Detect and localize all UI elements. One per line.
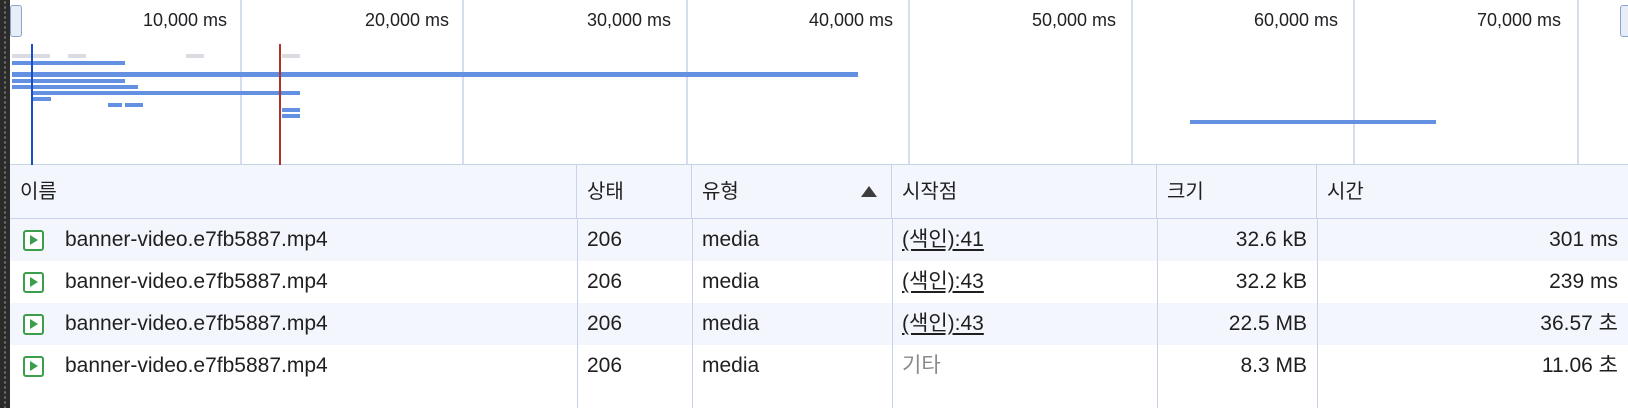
table-row[interactable]: banner-video.e7fb5887.mp4 206 media (색인)… — [10, 219, 1628, 261]
column-header-initiator[interactable]: 시작점 — [892, 165, 1157, 219]
column-header-size[interactable]: 크기 — [1157, 165, 1317, 219]
left-edge-strip — [0, 0, 10, 408]
request-name: banner-video.e7fb5887.mp4 — [65, 312, 328, 335]
tick-label: 30,000 ms — [586, 10, 671, 30]
request-time: 301 ms — [1549, 228, 1618, 251]
request-status: 206 — [587, 270, 623, 293]
table-row[interactable]: banner-video.e7fb5887.mp4 206 media (색인)… — [10, 303, 1628, 345]
request-size: 8.3 MB — [1240, 354, 1307, 377]
column-divider[interactable] — [1157, 219, 1158, 408]
waterfall-bar-pending — [186, 54, 204, 58]
request-time: 239 ms — [1549, 270, 1618, 293]
request-type: media — [702, 270, 760, 293]
request-time: 36.57 초 — [1540, 312, 1618, 335]
initiator-text: 기타 — [902, 354, 941, 377]
request-size: 32.2 kB — [1235, 270, 1307, 293]
tick-label: 40,000 ms — [808, 10, 893, 30]
column-divider[interactable] — [577, 219, 578, 408]
requests-table: 이름 상태 유형 시작점 크기 시간 banner-video.e7fb5887… — [10, 165, 1628, 408]
column-divider[interactable] — [892, 219, 893, 408]
request-type: media — [702, 354, 760, 377]
request-type: media — [702, 312, 760, 335]
waterfall-bar — [32, 97, 51, 101]
request-size: 32.6 kB — [1235, 228, 1307, 251]
column-header-type-label: 유형 — [702, 181, 739, 203]
waterfall-bar — [108, 103, 122, 107]
network-overview-timeline[interactable]: 10,000 ms 20,000 ms 30,000 ms 40,000 ms … — [10, 0, 1628, 165]
overview-range-end-handle[interactable] — [1620, 5, 1628, 37]
column-header-type[interactable]: 유형 — [692, 165, 892, 219]
request-time: 11.06 초 — [1541, 354, 1618, 377]
request-name: banner-video.e7fb5887.mp4 — [65, 228, 328, 251]
tick-label: 50,000 ms — [1031, 10, 1116, 30]
request-status: 206 — [587, 312, 623, 335]
initiator-link[interactable]: (색인):41 — [902, 228, 984, 251]
waterfall-bar — [282, 114, 300, 118]
waterfall-bar — [12, 85, 138, 89]
waterfall-bar — [12, 61, 125, 65]
request-size: 22.5 MB — [1228, 312, 1307, 335]
tick-label: 60,000 ms — [1253, 10, 1338, 30]
request-status: 206 — [587, 354, 623, 377]
column-header-name[interactable]: 이름 — [10, 165, 577, 219]
tick-label: 20,000 ms — [364, 10, 449, 30]
table-header: 이름 상태 유형 시작점 크기 시간 — [10, 165, 1628, 219]
column-header-time[interactable]: 시간 — [1327, 181, 1364, 203]
edge-texture — [3, 0, 7, 408]
table-row[interactable]: banner-video.e7fb5887.mp4 206 media 기타 8… — [10, 345, 1628, 387]
waterfall-bar — [282, 108, 300, 112]
tick-label: 10,000 ms — [142, 10, 227, 30]
column-header-status[interactable]: 상태 — [577, 165, 692, 219]
request-type: media — [702, 228, 760, 251]
initiator-link[interactable]: (색인):43 — [902, 312, 984, 335]
column-divider[interactable] — [692, 219, 693, 408]
overview-canvas — [12, 0, 1579, 165]
initiator-link[interactable]: (색인):43 — [902, 270, 984, 293]
tick-label: 70,000 ms — [1476, 10, 1561, 30]
waterfall-bar — [125, 103, 143, 107]
table-row[interactable]: banner-video.e7fb5887.mp4 206 media (색인)… — [10, 261, 1628, 303]
media-file-icon — [23, 272, 44, 293]
waterfall-bar-pending — [282, 54, 300, 58]
request-name: banner-video.e7fb5887.mp4 — [65, 354, 328, 377]
request-status: 206 — [587, 228, 623, 251]
request-name: banner-video.e7fb5887.mp4 — [65, 270, 328, 293]
column-divider[interactable] — [1317, 219, 1318, 408]
waterfall-bar — [32, 91, 300, 95]
waterfall-bar — [1190, 120, 1436, 124]
sort-ascending-icon — [861, 186, 877, 197]
waterfall-bar-pending — [68, 54, 86, 58]
media-file-icon — [23, 356, 44, 377]
waterfall-bar — [12, 79, 125, 83]
media-file-icon — [23, 314, 44, 335]
waterfall-bar — [12, 72, 858, 77]
overview-range-start-handle[interactable] — [10, 5, 22, 37]
media-file-icon — [23, 230, 44, 251]
